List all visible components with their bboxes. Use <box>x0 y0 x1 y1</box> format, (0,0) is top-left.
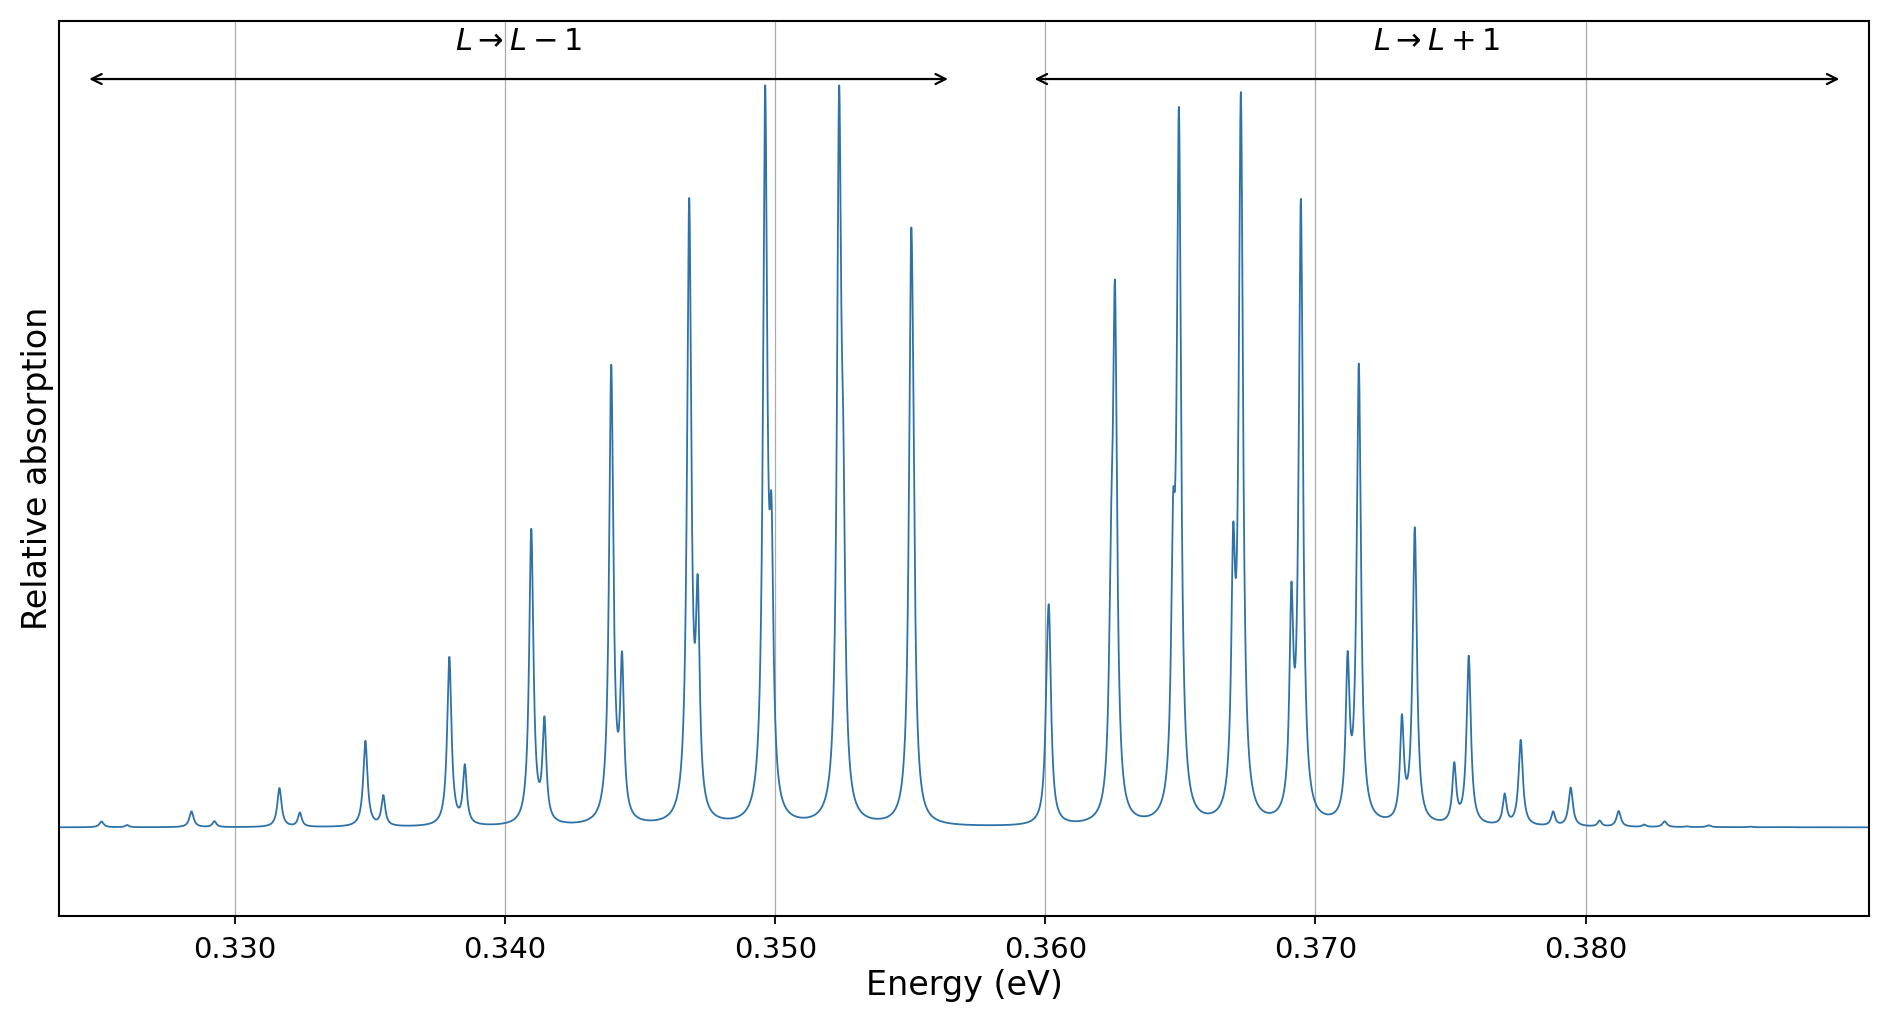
Y-axis label: Relative absorption: Relative absorption <box>21 307 53 630</box>
Text: $L \rightarrow L+1$: $L \rightarrow L+1$ <box>1373 26 1500 56</box>
Text: $L \rightarrow L-1$: $L \rightarrow L-1$ <box>455 26 582 56</box>
X-axis label: Energy (eV): Energy (eV) <box>865 969 1062 1003</box>
